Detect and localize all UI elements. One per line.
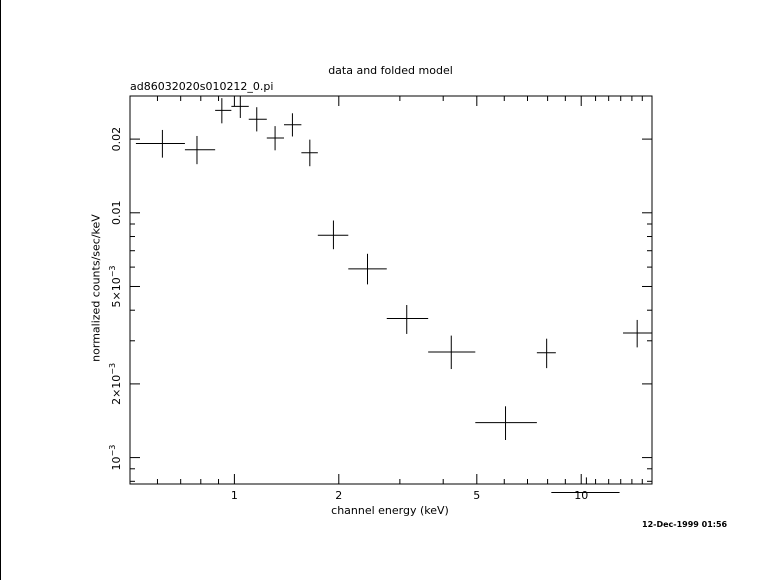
data-point	[428, 335, 476, 370]
data-point	[283, 113, 302, 137]
y-tick-label: 0.02	[110, 127, 123, 152]
data-point	[536, 338, 556, 369]
data-point	[184, 135, 216, 165]
data-point	[623, 319, 652, 348]
window-left-edge	[0, 0, 1, 580]
data-point	[135, 129, 185, 158]
data-point	[551, 477, 620, 494]
data-point	[301, 139, 318, 167]
x-tick-label: 1	[231, 489, 238, 502]
data-points	[135, 96, 652, 494]
x-tick-label: 5	[473, 489, 480, 502]
data-point	[348, 253, 387, 285]
data-point	[317, 220, 349, 250]
plot-timestamp: 12-Dec-1999 01:56	[642, 520, 728, 529]
y-tick-exponent: −3	[108, 363, 117, 375]
data-point	[386, 305, 429, 334]
y-tick-exponent: −3	[108, 265, 117, 277]
data-point	[215, 98, 232, 124]
y-tick-exponent: −3	[108, 445, 117, 457]
axis-tick-labels: 1 2 5 10 10−3 2×10−3 5×10−3 0.01 0.02	[108, 127, 588, 502]
x-tick-label: 2	[335, 489, 342, 502]
axis-ticks	[130, 95, 653, 484]
y-tick-label: 10−3	[108, 445, 123, 471]
plot-frame	[129, 95, 653, 485]
y-tick-label: 0.01	[110, 201, 123, 226]
y-tick-label: 5×10−3	[108, 265, 123, 307]
data-point	[475, 406, 537, 440]
data-point	[266, 126, 284, 151]
y-axis-label: normalized counts/sec/keV	[89, 214, 103, 362]
x-tick-label: 10	[574, 489, 588, 502]
y-tick-label: 2×10−3	[108, 363, 123, 405]
data-point	[231, 96, 249, 118]
x-axis-label: channel energy (keV)	[331, 504, 449, 517]
data-point	[248, 107, 267, 132]
chart-title: data and folded model	[328, 64, 453, 77]
chart-subtitle: ad86032020s010212_0.pi	[130, 80, 274, 93]
